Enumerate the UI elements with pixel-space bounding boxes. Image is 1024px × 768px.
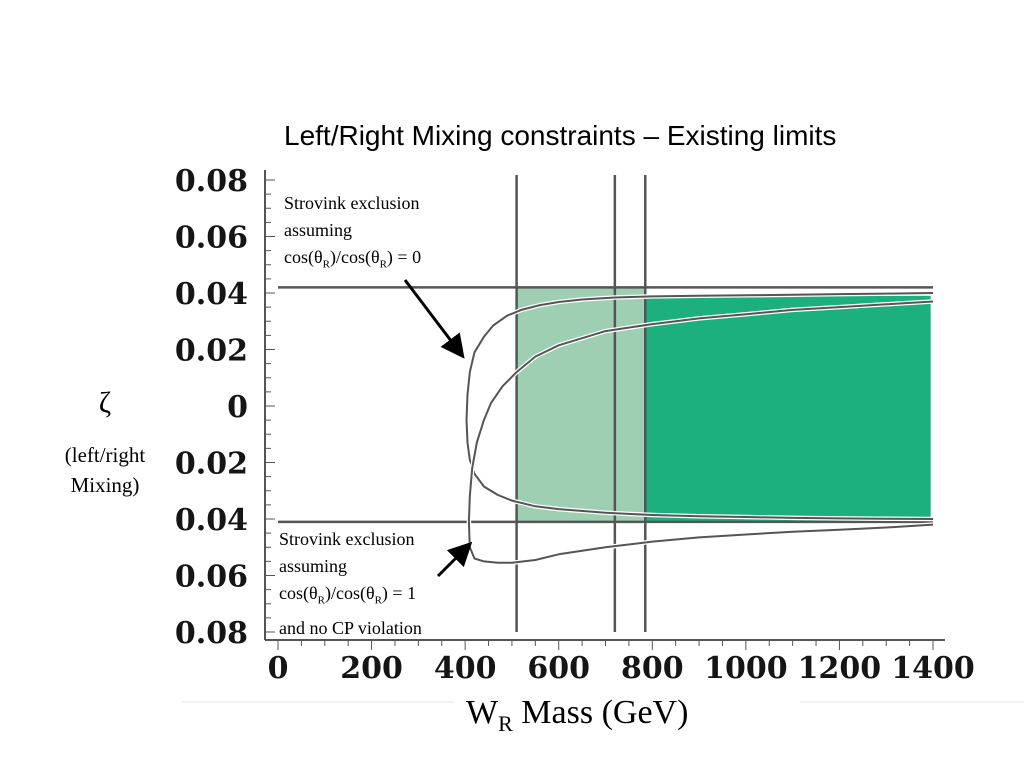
y-tick-label: 0.04 bbox=[175, 503, 248, 538]
y-axis-symbol: ζ bbox=[98, 386, 112, 419]
y-tick-label: 0.04 bbox=[175, 277, 248, 312]
annotation-arrows bbox=[403, 279, 473, 578]
y-tick-label: 0.02 bbox=[175, 334, 248, 369]
y-tick-label: 0 bbox=[227, 390, 248, 425]
annotation-bottom-line3-sub1: R bbox=[317, 594, 325, 607]
x-axis-label-main: W bbox=[466, 694, 499, 731]
x-tick-label: 1000 bbox=[704, 651, 788, 686]
annotation-top-line3-sub1: R bbox=[322, 258, 330, 271]
y-axis-description-line1: (left/right bbox=[64, 443, 146, 467]
arrow-top-annotation bbox=[403, 279, 465, 359]
annotation-top-line3-a: cos(θ bbox=[284, 247, 323, 267]
annotation-bottom-line2: assuming bbox=[279, 556, 348, 576]
y-tick-label: 0.02 bbox=[175, 447, 248, 482]
reference-lines bbox=[278, 175, 933, 632]
region-light-0 bbox=[516, 287, 646, 522]
x-tick-label: 1400 bbox=[891, 651, 975, 686]
x-tick-label: 800 bbox=[621, 651, 684, 686]
y-tick-label: 0.08 bbox=[175, 616, 248, 651]
annotation-bottom-line3-c: ) = 1 bbox=[381, 583, 417, 603]
annotation-bottom-line3-b: )/cos(θ bbox=[324, 583, 375, 603]
annotation-top-line3-b: )/cos(θ bbox=[329, 247, 380, 267]
annotation-top-line1: Strovink exclusion bbox=[284, 193, 420, 213]
x-axis-label-rest: Mass (GeV) bbox=[512, 694, 689, 731]
annotation-bottom-line3-a: cos(θ bbox=[279, 583, 318, 603]
exclusion-curve-0 bbox=[465, 292, 934, 520]
x-tick-label: 600 bbox=[527, 651, 590, 686]
y-tick-label: 0.06 bbox=[175, 221, 248, 256]
annotation-top-line2: assuming bbox=[284, 220, 353, 240]
x-axis-label: WR Mass (GeV) bbox=[466, 694, 688, 737]
y-axis-description: (left/right Mixing) bbox=[30, 440, 180, 500]
annotation-bottom: Strovink exclusion assuming cos(θR)/cos(… bbox=[279, 526, 422, 642]
x-tick-labels: 0 200 400 600 800 1000 1200 1400 bbox=[268, 651, 975, 686]
annotation-bottom-line3: cos(θR)/cos(θR) = 1 bbox=[279, 580, 422, 615]
annotation-top-line3-c: ) = 0 bbox=[386, 247, 422, 267]
annotation-top-line3-sub2: R bbox=[379, 258, 387, 271]
x-tick-label: 400 bbox=[434, 651, 497, 686]
annotation-bottom-line1: Strovink exclusion bbox=[279, 529, 415, 549]
x-axis-label-sub: R bbox=[498, 710, 513, 736]
x-tick-label: 200 bbox=[340, 651, 403, 686]
y-axis-description-line2: Mixing) bbox=[70, 473, 140, 497]
x-tick-label: 1200 bbox=[798, 651, 882, 686]
annotation-top-line3: cos(θR)/cos(θR) = 0 bbox=[284, 244, 421, 279]
arrow-bottom-annotation bbox=[436, 541, 473, 578]
exclusion-curve-1 bbox=[467, 300, 934, 564]
x-tick-label: 0 bbox=[268, 651, 289, 686]
chart-title: Left/Right Mixing constraints – Existing… bbox=[284, 120, 837, 151]
y-tick-labels: 0.08 0.06 0.04 0.02 0 0.02 0.04 0.06 0.08 bbox=[175, 164, 248, 651]
annotation-top: Strovink exclusion assuming cos(θR)/cos(… bbox=[284, 190, 421, 279]
exclusion-curves bbox=[464, 290, 934, 566]
annotation-bottom-line3-sub2: R bbox=[374, 594, 382, 607]
annotation-bottom-line4: and no CP violation bbox=[279, 617, 422, 638]
y-tick-label: 0.08 bbox=[175, 164, 248, 199]
y-tick-label: 0.06 bbox=[175, 560, 248, 595]
shaded-regions bbox=[516, 287, 931, 522]
region-dark-1 bbox=[645, 295, 931, 522]
axes bbox=[182, 170, 1024, 703]
